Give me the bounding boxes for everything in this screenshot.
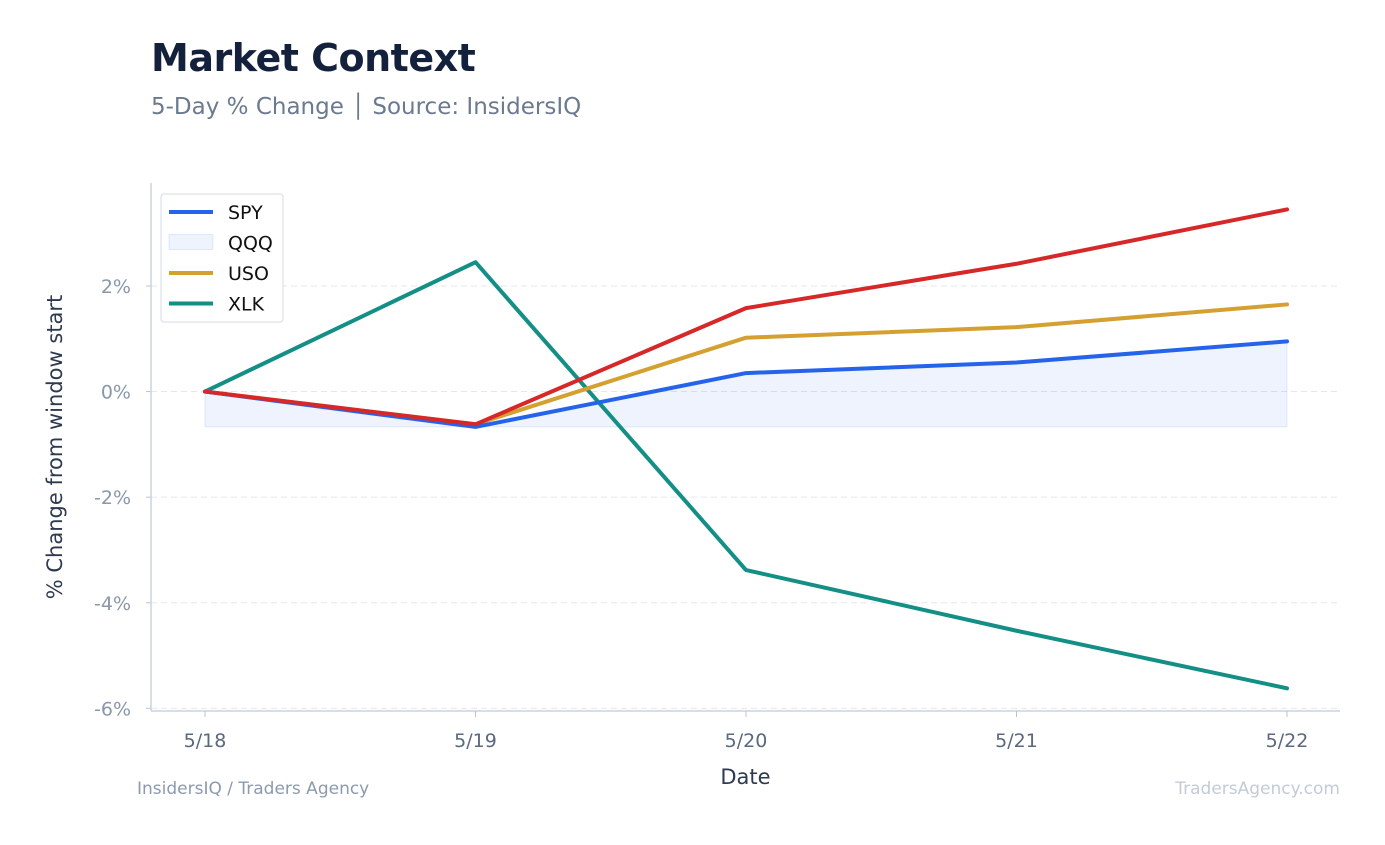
x-tick-label: 5/20 [725,730,768,752]
chart-title: Market Context [151,36,476,80]
legend-label-uso: USO [228,263,269,285]
y-tick-label: 0% [101,382,131,404]
y-axis-title: % Change from window start [43,295,67,600]
x-tick-label: 5/21 [995,730,1038,752]
grid-lines [151,285,1340,709]
legend-label-spy: SPY [228,202,263,224]
footer-credit: InsidersIQ / Traders Agency [137,779,370,799]
x-tick-label: 5/18 [184,730,227,752]
chart-subtitle: 5-Day % Change │ Source: InsidersIQ [151,94,582,120]
y-tick-label: -4% [94,593,131,615]
axes: 2% 0% -2% -4% -6% 5/18 5/19 5/20 5/21 5/22 Date % C… [43,183,1340,789]
legend[interactable]: SPY QQQ USO XLK [160,193,284,323]
x-axis-title: Date [720,765,770,789]
legend-box [160,193,284,323]
xlk-series-line [203,260,1289,691]
series-layer [203,207,1289,691]
y-tick-label: -2% [94,487,131,509]
legend-swatch-qqq [168,234,214,250]
y-tick-label: 2% [101,276,131,298]
footer-watermark[interactable]: TradersAgency.com [1175,779,1340,799]
legend-label-qqq: QQQ [228,233,273,255]
y-tick-label: -6% [94,698,131,720]
x-tick-label: 5/22 [1266,730,1309,752]
x-tick-label: 5/19 [454,730,497,752]
red-series-line [203,207,1289,427]
legend-label-xlk: XLK [228,294,265,316]
